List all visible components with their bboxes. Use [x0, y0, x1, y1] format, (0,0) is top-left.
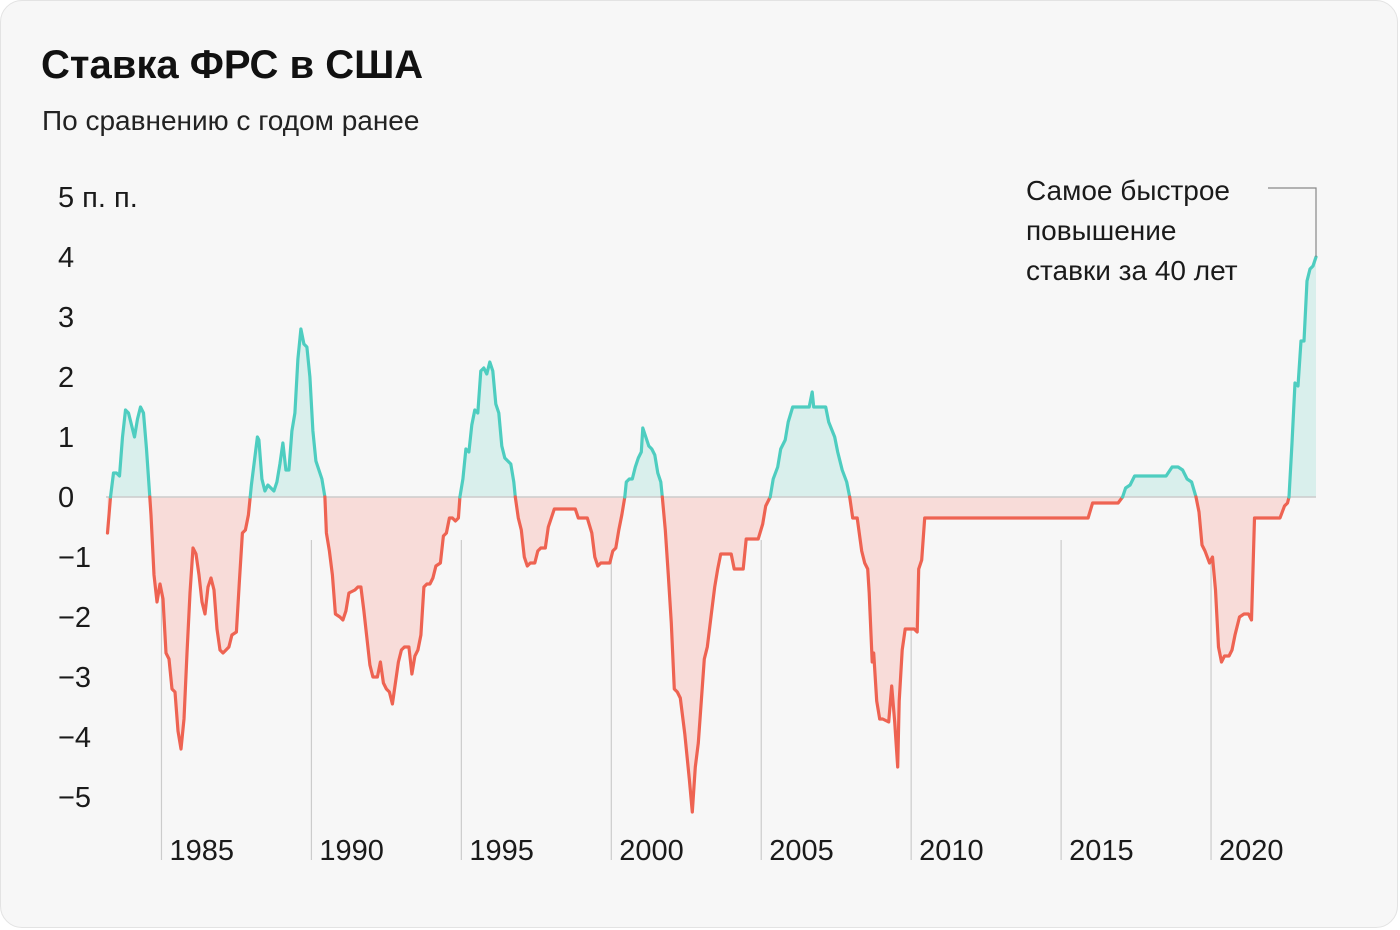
chart-subtitle: По сравнению с годом ранее [42, 105, 420, 136]
y-tick-label: −2 [58, 602, 91, 634]
positive-area [1122, 467, 1196, 497]
annotation-text: повышение [1026, 215, 1176, 246]
negative-line [848, 495, 1125, 769]
x-tick-label: 1985 [169, 835, 234, 867]
positive-area [1289, 257, 1316, 497]
positive-area [459, 362, 516, 497]
x-tick-label: 2000 [619, 835, 684, 867]
annotation-text: ставки за 40 лет [1026, 255, 1238, 286]
positive-line [458, 360, 517, 499]
y-tick-label: −3 [58, 662, 91, 694]
y-tick-label: 0 [58, 482, 74, 514]
y-tick-label: 1 [58, 422, 74, 454]
negative-line [148, 495, 252, 751]
negative-area [662, 497, 771, 812]
annotation-text: Самое быстрое [1026, 175, 1230, 206]
y-tick-label: 4 [58, 242, 74, 274]
negative-line [513, 495, 627, 568]
negative-area [1196, 497, 1289, 662]
negative-line [323, 495, 462, 706]
y-tick-label: 3 [58, 302, 74, 334]
positive-line [623, 426, 664, 499]
positive-line [1287, 255, 1318, 499]
positive-line [1121, 465, 1198, 499]
negative-line [660, 495, 772, 814]
y-tick-label: −5 [58, 782, 91, 814]
positive-line [248, 327, 327, 499]
positive-line [768, 390, 852, 499]
chart-title: Ставка ФРС в США [41, 43, 424, 87]
gridlines [160, 540, 1212, 860]
x-tick-label: 2010 [919, 835, 984, 867]
y-tick-label: 5 п. п. [58, 182, 138, 214]
x-tick-label: 1990 [319, 835, 384, 867]
negative-line [1194, 495, 1291, 664]
x-tick-label: 2005 [769, 835, 834, 867]
x-tick-label: 1995 [469, 835, 534, 867]
series-lines [105, 255, 1318, 814]
x-tick-label: 2020 [1219, 835, 1284, 867]
negative-area [515, 497, 625, 566]
negative-area [324, 497, 460, 704]
positive-area [250, 329, 325, 497]
negative-line [105, 495, 113, 535]
y-tick-label: 2 [58, 362, 74, 394]
area-fills [107, 257, 1316, 812]
y-tick-label: −4 [58, 722, 91, 754]
y-axis-ticks: 5 п. п. 4 3 2 1 0 −1 −2 −3 −4 −5 [58, 182, 138, 814]
annotation-leader [1268, 187, 1317, 257]
positive-line [108, 405, 152, 499]
negative-area [849, 497, 1123, 767]
x-tick-label: 2015 [1069, 835, 1134, 867]
x-axis-ticks: 1985 1990 1995 2000 2005 2010 2015 2020 [169, 835, 1283, 867]
annotation: Самое быстрое повышение ставки за 40 лет [1026, 175, 1317, 286]
y-tick-label: −1 [58, 542, 91, 574]
negative-area [149, 497, 251, 749]
positive-area [624, 428, 663, 497]
